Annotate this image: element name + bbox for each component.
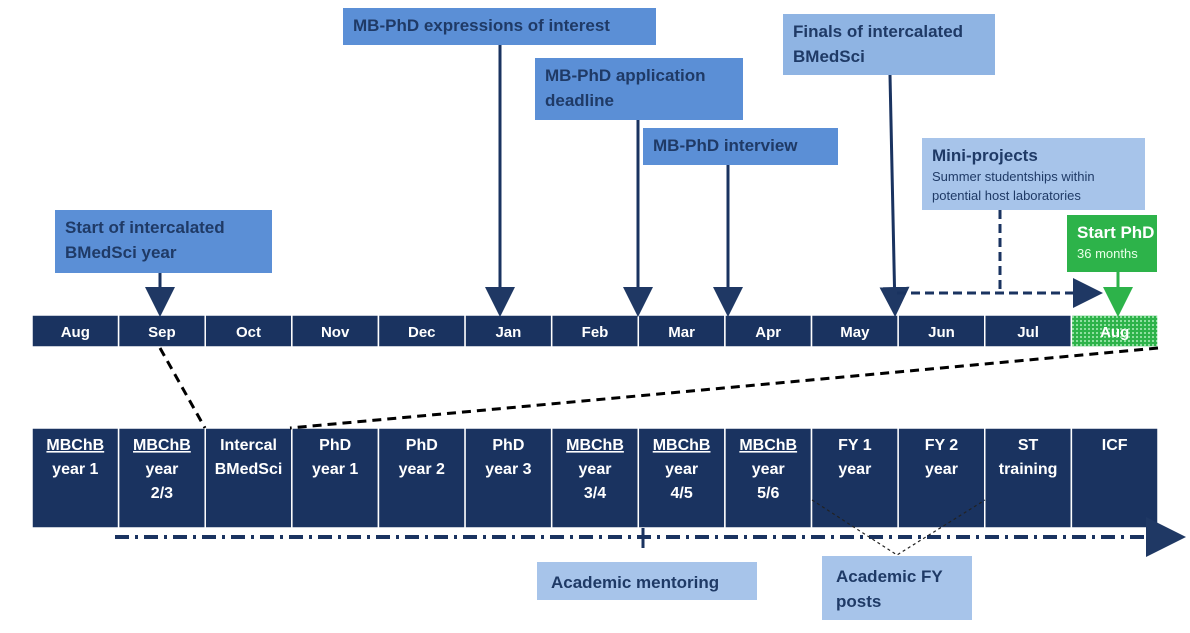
stage-label: PhD	[406, 437, 438, 454]
month-cell	[637, 314, 726, 348]
callout-subtitle: potential host laboratories	[932, 188, 1081, 203]
month-cell	[1070, 314, 1159, 348]
stage-cell	[810, 427, 899, 529]
stage-label: year 2	[399, 461, 445, 478]
callout-title: Start of intercalated	[65, 218, 225, 237]
stage-cell	[724, 427, 813, 529]
stage-label: year	[925, 461, 958, 478]
month-cell	[464, 314, 553, 348]
month-cell	[377, 314, 466, 348]
stage-label: MBChB	[46, 437, 104, 454]
month-cell	[984, 314, 1073, 348]
month-label: Jun	[928, 324, 955, 341]
callout-box	[922, 138, 1145, 210]
callout-title: BMedSci	[793, 47, 865, 66]
stage-label: PhD	[492, 437, 524, 454]
stage-cell	[31, 427, 120, 529]
stage-label: year	[752, 461, 785, 478]
month-label: May	[840, 324, 870, 341]
callout-arrow	[879, 74, 910, 317]
zoom-line	[289, 346, 1159, 430]
month-label: Mar	[668, 324, 695, 341]
month-cell	[724, 314, 813, 348]
callout-box	[643, 128, 838, 165]
callout-title: Finals of intercalated	[793, 22, 963, 41]
stage-label: year 1	[312, 461, 358, 478]
zoom-line	[158, 347, 207, 429]
stage-label: 5/6	[757, 485, 779, 502]
month-label: Nov	[321, 324, 350, 341]
stage-label: ST	[1018, 437, 1039, 454]
stage-cell	[377, 427, 466, 529]
callout-title: MB-PhD application	[545, 66, 706, 85]
month-cell	[550, 314, 640, 348]
stage-cell	[291, 427, 380, 529]
month-cell	[117, 314, 206, 348]
callout-subtitle: Summer studentships within	[932, 169, 1095, 184]
stage-label: FY 1	[838, 437, 872, 454]
callout-box	[55, 210, 272, 273]
stage-cell	[550, 427, 640, 529]
month-cell	[204, 314, 293, 348]
stage-label: BMedSci	[215, 461, 283, 478]
callout-title: BMedSci year	[65, 243, 177, 262]
stage-label: FY 2	[925, 437, 959, 454]
stage-label: 2/3	[151, 485, 173, 502]
stage-label: year 3	[485, 461, 531, 478]
month-label: Apr	[755, 324, 781, 341]
month-label: Sep	[148, 324, 176, 341]
note-label: Academic FY	[836, 567, 943, 586]
stage-label: year	[838, 461, 871, 478]
stage-label: MBChB	[739, 437, 797, 454]
callout-box	[343, 8, 656, 45]
callout-title: Mini-projects	[932, 146, 1038, 165]
stage-label: MBChB	[653, 437, 711, 454]
stage-label: ICF	[1102, 437, 1128, 454]
stage-label: Intercal	[220, 437, 277, 454]
callout-title: MB-PhD expressions of interest	[353, 16, 610, 35]
callout-box	[783, 14, 995, 75]
fy-bracket	[811, 499, 986, 556]
stage-label: 4/5	[670, 485, 692, 502]
callout-subtitle: 36 months	[1077, 246, 1138, 261]
month-label: Oct	[236, 324, 261, 341]
stage-cell	[204, 427, 293, 529]
stage-label: year	[665, 461, 698, 478]
callout-title: MB-PhD interview	[653, 136, 798, 155]
callout-title: Start PhD	[1077, 223, 1154, 242]
month-label: Feb	[582, 324, 609, 341]
month-label: Aug	[1100, 324, 1129, 341]
stage-cell	[637, 427, 726, 529]
month-label: Jan	[495, 324, 521, 341]
stage-cell	[464, 427, 553, 529]
month-label: Dec	[408, 324, 436, 341]
note-label: Academic mentoring	[551, 573, 719, 592]
stage-label: MBChB	[133, 437, 191, 454]
callout-box	[1067, 215, 1157, 272]
stage-label: training	[999, 461, 1058, 478]
callout-box	[535, 58, 743, 120]
note-box	[537, 562, 757, 600]
stage-label: year 1	[52, 461, 98, 478]
stage-cell	[1070, 427, 1159, 529]
stage-label: year	[579, 461, 612, 478]
note-box	[822, 556, 972, 620]
stage-label: MBChB	[566, 437, 624, 454]
stage-label: PhD	[319, 437, 351, 454]
month-cell	[31, 314, 120, 348]
callout-title: deadline	[545, 91, 614, 110]
month-label: Aug	[61, 324, 90, 341]
stage-label: year	[145, 461, 178, 478]
stage-label: 3/4	[584, 485, 606, 502]
month-label: Jul	[1017, 324, 1039, 341]
stage-cell	[984, 427, 1073, 529]
month-cell	[810, 314, 899, 348]
note-label: posts	[836, 592, 881, 611]
